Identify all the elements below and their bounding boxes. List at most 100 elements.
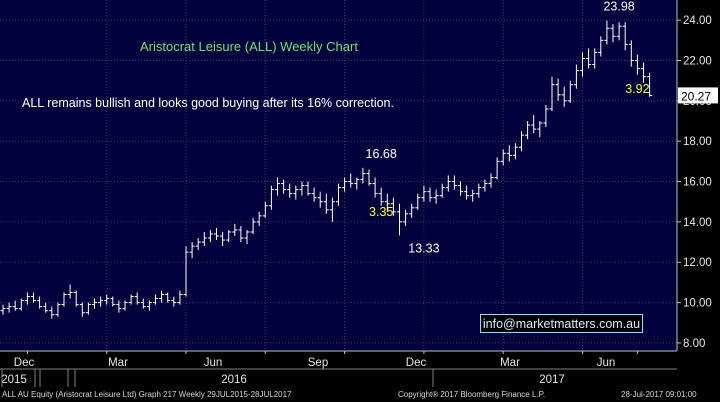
ohlc-bar xyxy=(360,167,366,184)
ohlc-bar xyxy=(470,189,476,202)
ohlc-bar xyxy=(232,223,238,237)
ohlc-bar xyxy=(250,217,256,234)
ohlc-bar xyxy=(24,292,30,305)
y-tick-label: 14.00 xyxy=(683,217,712,229)
ohlc-bar xyxy=(79,302,85,317)
y-axis-background xyxy=(677,0,720,351)
x-month-label: Dec xyxy=(14,357,35,369)
ohlc-bar xyxy=(451,175,457,190)
ohlc-bar xyxy=(555,78,561,101)
ohlc-bar xyxy=(409,203,415,218)
annotation-label: 16.68 xyxy=(366,147,397,161)
plot-area xyxy=(0,0,677,351)
ohlc-bar xyxy=(110,296,116,307)
ohlc-bar xyxy=(580,52,585,77)
ohlc-bar xyxy=(299,181,305,196)
ohlc-bar xyxy=(421,185,427,202)
ohlc-bar xyxy=(342,177,348,192)
ohlc-bar xyxy=(146,300,152,311)
ohlc-bar xyxy=(275,177,280,196)
annotation-label: 3.35 xyxy=(369,205,393,219)
ohlc-bar xyxy=(323,193,329,214)
x-month-label: Mar xyxy=(500,357,520,369)
ohlc-bar xyxy=(43,302,49,313)
ohlc-bar xyxy=(311,187,317,202)
x-month-label: Sep xyxy=(308,357,328,369)
ohlc-bar xyxy=(201,231,207,247)
ohlc-bar xyxy=(488,173,494,188)
ohlc-bar xyxy=(61,292,67,307)
ohlc-bar xyxy=(165,292,171,303)
ohlc-bar xyxy=(104,294,110,305)
ohlc-bar xyxy=(628,40,634,67)
x-axis: Dec Mar Jun Sep Dec Mar Jun 2015 2016 2017 xyxy=(0,350,677,387)
ohlc-bar xyxy=(116,300,122,313)
ohlc-bar xyxy=(134,292,140,305)
ohlc-bar xyxy=(415,193,421,210)
ohlc-bar xyxy=(55,302,61,317)
ohlc-bar xyxy=(500,149,506,166)
footer-copyright: Copyright® 2017 Bloomberg Finance L.P. xyxy=(398,390,546,399)
ohlc-bar xyxy=(49,306,55,319)
ohlc-bar xyxy=(598,36,604,57)
y-tick-label: 22.00 xyxy=(683,56,712,68)
footer-bar: ALL AU Equity (Aristocrat Leisure Ltd) G… xyxy=(0,387,720,402)
ohlc-bar xyxy=(561,86,567,107)
x-month-label: Dec xyxy=(406,357,427,369)
x-month-label: Jun xyxy=(204,357,223,369)
ohlc-bar xyxy=(287,183,293,198)
ohlc-bar xyxy=(214,227,219,241)
ohlc-bar xyxy=(537,121,543,138)
ohlc-bar xyxy=(171,296,177,307)
ohlc-bar xyxy=(348,173,354,188)
ohlc-bar xyxy=(647,72,653,97)
annotation-label: 3.92 xyxy=(625,82,649,96)
ohlc-bar xyxy=(305,181,311,196)
annotation-label: 23.98 xyxy=(603,0,634,14)
ohlc-bar xyxy=(378,187,384,206)
ohlc-bar xyxy=(366,169,372,186)
ohlc-bar xyxy=(372,177,378,198)
ohlc-bar xyxy=(6,302,12,313)
ohlc-bar xyxy=(293,185,299,200)
ohlc-bar xyxy=(464,185,470,200)
ohlc-bar xyxy=(397,203,402,236)
ohlc-bar xyxy=(140,298,146,309)
ohlc-bar xyxy=(159,290,165,303)
ohlc-bar xyxy=(525,121,531,140)
last-price-box xyxy=(678,87,718,104)
ohlc-bar xyxy=(586,48,592,69)
ohlc-bar xyxy=(244,229,250,245)
ohlc-bar xyxy=(384,193,390,212)
ohlc-bar xyxy=(177,290,183,305)
y-tick-label: 16.00 xyxy=(683,177,712,189)
annotations: 23.98 16.68 13.33 3.35 3.92 xyxy=(366,0,650,255)
ohlc-bar xyxy=(567,80,573,103)
ohlc-bar xyxy=(268,185,274,210)
ohlc-bar xyxy=(403,209,409,226)
y-tick-label: 18.00 xyxy=(683,136,712,148)
ohlc-bar xyxy=(329,197,335,222)
ohlc-bar xyxy=(439,183,445,198)
annotation-label: 13.33 xyxy=(408,241,439,255)
y-tick-label: 24.00 xyxy=(683,15,712,27)
ohlc-bar xyxy=(622,22,628,51)
x-year-label: 2016 xyxy=(221,374,247,386)
ohlc-bar xyxy=(634,54,640,75)
y-tick-label: 8.00 xyxy=(683,338,705,350)
ohlc-bar xyxy=(512,143,518,160)
ohlc-bar xyxy=(256,211,262,226)
ohlc-bar xyxy=(0,304,6,315)
contact-email-link[interactable]: info@marketmatters.com.au xyxy=(480,314,643,333)
ohlc-bar xyxy=(616,22,622,41)
commentary-note: ALL remains bullish and looks good buyin… xyxy=(22,96,394,110)
last-price-label: 20.27 xyxy=(681,89,711,103)
ohlc-bar xyxy=(67,284,73,299)
ohlc-bar xyxy=(445,175,451,192)
ohlc-bar xyxy=(12,300,18,311)
ohlc-bar xyxy=(592,48,598,69)
ohlc-bar xyxy=(122,300,128,311)
ohlc-bar xyxy=(98,296,104,307)
ohlc-bar xyxy=(519,131,524,152)
